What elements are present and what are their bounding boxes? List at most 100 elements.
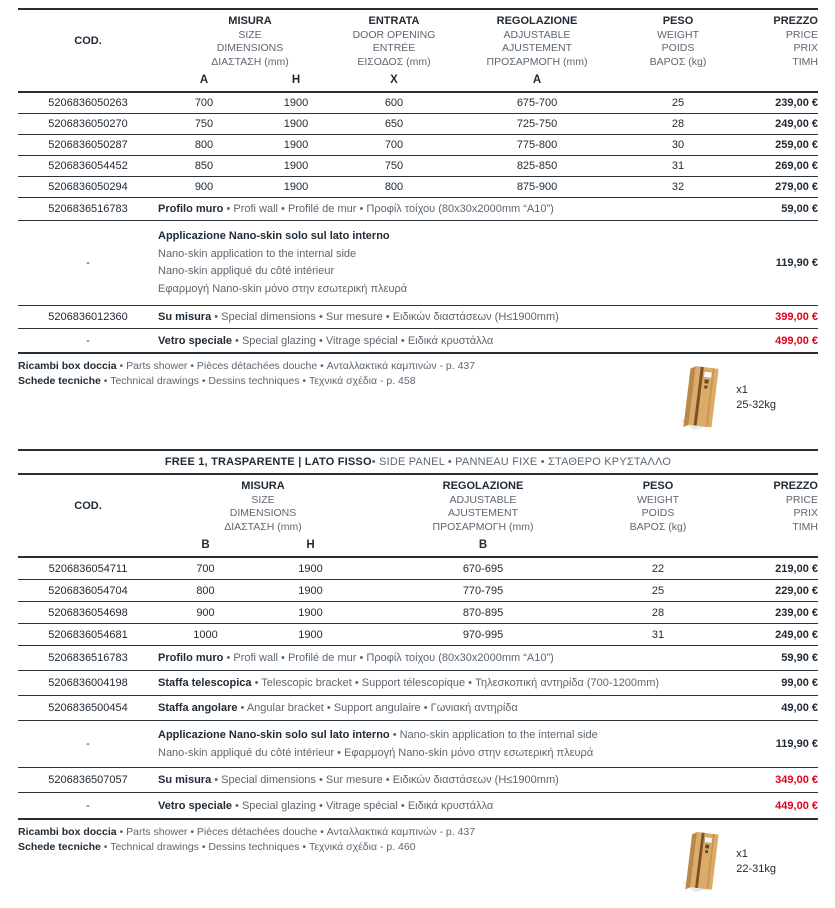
price-table-side-panel: FREE 1, TRASPARENTE | LATO FISSO • SIDE … <box>18 449 818 893</box>
column-header-regolazione: REGOLAZIONE ADJUSTABLE AJUSTEMENT ΠΡΟΣΑΡ… <box>446 15 628 69</box>
row-nano-skin: - Applicazione Nano-skin solo sul lato i… <box>18 721 818 768</box>
sub-header-A-reg: A <box>532 74 542 86</box>
description-line: Applicazione Nano-skin solo sul lato int… <box>158 726 708 744</box>
column-header-misura: MISURA SIZE DIMENSIONS ΔΙΑΣΤΑΣΗ (mm) <box>158 15 342 69</box>
row-nano-skin: - Applicazione Nano-skin solo sul lato i… <box>18 221 818 306</box>
cell-code: 5206836054698 <box>48 606 128 619</box>
cell-code: 5206836054711 <box>48 562 128 575</box>
package-label: x1 25-32kg <box>736 383 776 413</box>
cell-code: 5206836012360 <box>48 311 128 323</box>
cell-price: 59,90 € <box>781 652 818 664</box>
cell-code: 5206836004198 <box>48 677 128 689</box>
cell-code: - <box>86 799 90 812</box>
cell-width-a: 800 <box>194 139 214 151</box>
cell-width-a: 900 <box>194 181 214 193</box>
description-primary: Applicazione Nano-skin solo sul lato int… <box>158 729 390 741</box>
cell-height: 1900 <box>283 97 309 109</box>
description-translations: • Special glazing • Vitrage spécial • Ει… <box>232 799 494 812</box>
table-footer: Ricambi box doccia • Parts shower • Pièc… <box>18 354 818 449</box>
cell-code: 5206836516783 <box>48 203 128 215</box>
header-line: ΤΙΜΗ <box>792 520 818 533</box>
section-title-translations: • SIDE PANEL • PANNEAU FIXE • ΣΤΑΘΕΡΟ ΚΡ… <box>371 456 672 468</box>
package-info: x1 22-31kg <box>680 830 776 894</box>
description-translations: • Profi wall • Profilé de mur • Προφίλ τ… <box>223 652 554 664</box>
cell-adjustable: 775-800 <box>516 139 558 151</box>
header-line: ADJUSTABLE <box>503 28 571 41</box>
cell-opening: 650 <box>384 118 404 130</box>
cell-code: - <box>86 334 90 347</box>
cell-weight: 25 <box>671 97 685 109</box>
cell-width-a: 700 <box>194 97 214 109</box>
header-line: SIZE <box>238 28 262 41</box>
header-line: PREZZO <box>773 15 818 27</box>
cell-price: 349,00 € <box>775 774 818 786</box>
cell-code: 5206836050294 <box>48 181 128 193</box>
cell-price: 59,00 € <box>781 203 818 215</box>
column-header-prezzo: PREZZO PRICE PRIX ΤΙΜΗ <box>728 15 818 69</box>
cell-adjustable: 875-900 <box>516 181 558 193</box>
section-title: FREE 1, TRASPARENTE | LATO FISSO • SIDE … <box>18 449 818 475</box>
footer-note-ricambi: Ricambi box doccia • Parts shower • Pièc… <box>18 825 818 840</box>
header-line: PRIX <box>793 42 818 54</box>
cell-adjustable: 970-995 <box>462 628 504 641</box>
table-top-rule <box>18 8 818 10</box>
description-primary: Staffa telescopica <box>158 677 252 689</box>
description-line: Nano-skin appliqué du côté intérieur • Ε… <box>158 747 594 759</box>
cell-code: 5206836054704 <box>48 584 128 597</box>
table-row: 5206836054698 900 1900 870-895 28 239,00… <box>18 602 818 624</box>
header-line: ΕΙΣΟΔΟΣ (mm) <box>357 55 431 68</box>
cell-code: - <box>86 738 90 750</box>
header-line: POIDS <box>641 507 675 519</box>
package-qty: x1 <box>736 384 748 396</box>
header-line: ENTRÉE <box>372 42 416 54</box>
header-bottom-rule <box>18 556 818 558</box>
row-su-misura: 5206836507057 Su misura • Special dimens… <box>18 768 818 793</box>
cell-width-b: 1000 <box>193 628 218 641</box>
cell-description: Vetro speciale • Special glazing • Vitra… <box>158 335 728 347</box>
description-translations: • Special dimensions • Sur mesure • Ειδι… <box>211 311 559 323</box>
header-line: PESO <box>662 15 694 27</box>
cell-price: 279,00 € <box>775 181 818 193</box>
cell-weight: 31 <box>671 160 685 172</box>
row-vetro-speciale: - Vetro speciale • Special glazing • Vit… <box>18 329 818 352</box>
table-row: 5206836054681 1000 1900 970-995 31 249,0… <box>18 624 818 646</box>
sub-header-B: B <box>201 539 210 551</box>
cell-code: 5206836054681 <box>48 628 128 641</box>
header-line: DOOR OPENING <box>352 28 436 41</box>
header-line: ΤΙΜΗ <box>792 55 818 68</box>
cell-weight: 22 <box>651 562 665 575</box>
cell-width-b: 800 <box>196 584 215 597</box>
description-primary: Su misura <box>158 311 212 323</box>
sub-header-X: X <box>390 74 398 86</box>
cell-weight: 32 <box>671 181 685 193</box>
header-line: PRICE <box>785 28 818 41</box>
package-box-icon <box>682 832 719 893</box>
table-row: 5206836050263 700 1900 600 675-700 25 23… <box>18 93 818 114</box>
column-header-label: COD. <box>74 35 102 48</box>
cell-width-b: 900 <box>196 606 215 619</box>
description-primary: Staffa angolare <box>158 702 238 714</box>
cell-description: Profilo muro • Profi wall • Profilé de m… <box>158 203 728 215</box>
column-header-prezzo: PREZZO PRICE PRIX ΤΙΜΗ <box>718 480 818 534</box>
sub-header-H: H <box>291 74 301 86</box>
package-qty: x1 <box>736 848 748 860</box>
column-header-cod: COD. <box>18 15 158 69</box>
cell-price: 119,90 € <box>775 738 818 750</box>
description-primary: Profilo muro <box>158 203 224 215</box>
cell-price: 49,00 € <box>781 702 818 714</box>
header-line: REGOLAZIONE <box>442 480 524 492</box>
cell-code: - <box>86 257 90 269</box>
footer-note-rest: • Technical drawings • Dessins technique… <box>100 841 416 853</box>
row-staffa-angolare: 5206836500454 Staffa angolare • Angular … <box>18 696 818 721</box>
cell-adjustable: 675-700 <box>516 97 558 109</box>
header-bottom-rule <box>18 91 818 93</box>
cell-code: 5206836500454 <box>48 702 128 714</box>
cell-price: 239,00 € <box>775 606 818 619</box>
table-row: 5206836050287 800 1900 700 775-800 30 25… <box>18 135 818 156</box>
cell-height: 1900 <box>283 160 309 172</box>
row-staffa-telescopica: 5206836004198 Staffa telescopica • Teles… <box>18 671 818 696</box>
footer-note-rest: • Parts shower • Pièces détachées douche… <box>116 360 476 372</box>
footer-note-rest: • Parts shower • Pièces détachées douche… <box>116 826 476 838</box>
cell-adjustable: 870-895 <box>462 606 504 619</box>
cell-description: Profilo muro • Profi wall • Profilé de m… <box>158 652 718 664</box>
